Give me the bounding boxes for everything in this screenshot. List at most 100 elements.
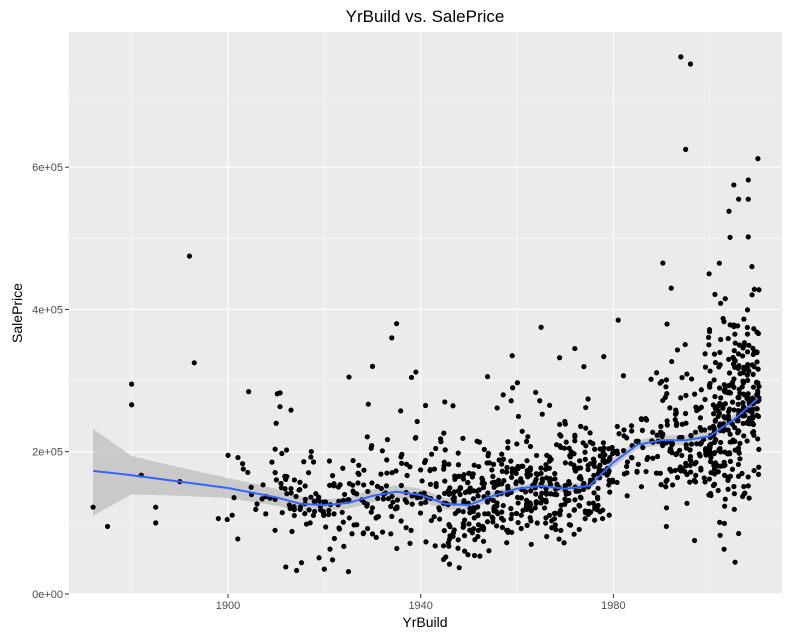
data-point bbox=[422, 402, 429, 409]
data-point bbox=[543, 499, 549, 505]
chart-title: YrBuild vs. SalePrice bbox=[346, 7, 505, 26]
data-point bbox=[546, 402, 553, 408]
data-point bbox=[394, 545, 400, 552]
data-point bbox=[380, 496, 387, 502]
data-point bbox=[707, 452, 713, 458]
data-point bbox=[455, 545, 461, 551]
data-point bbox=[293, 567, 300, 574]
data-point bbox=[394, 497, 401, 503]
data-point bbox=[316, 555, 322, 561]
data-point bbox=[263, 511, 269, 517]
data-point bbox=[725, 477, 731, 484]
data-point bbox=[754, 406, 760, 412]
data-point bbox=[437, 516, 443, 522]
data-point bbox=[726, 208, 732, 214]
data-point bbox=[607, 489, 613, 495]
data-point bbox=[524, 522, 530, 528]
data-point bbox=[682, 410, 689, 417]
data-point bbox=[527, 515, 533, 521]
data-point bbox=[691, 537, 698, 544]
data-point bbox=[552, 471, 558, 477]
data-point bbox=[404, 499, 410, 505]
data-point bbox=[668, 285, 674, 291]
data-point bbox=[609, 444, 615, 451]
y-axis-title: SalePrice bbox=[9, 283, 25, 343]
data-point bbox=[129, 381, 135, 387]
data-point bbox=[591, 459, 597, 465]
data-point bbox=[471, 526, 477, 532]
data-point bbox=[389, 493, 395, 500]
data-point bbox=[643, 468, 649, 475]
data-point bbox=[475, 493, 481, 499]
data-point bbox=[547, 478, 553, 485]
data-point bbox=[578, 423, 584, 429]
data-point bbox=[349, 531, 355, 537]
data-point bbox=[587, 461, 593, 467]
data-point bbox=[329, 557, 336, 563]
data-point bbox=[272, 527, 278, 533]
data-point bbox=[730, 437, 736, 443]
data-point bbox=[409, 501, 415, 507]
data-point bbox=[484, 374, 491, 380]
data-point bbox=[532, 505, 538, 511]
data-point bbox=[717, 532, 723, 538]
data-point bbox=[600, 507, 606, 513]
data-point bbox=[533, 476, 539, 482]
data-point bbox=[104, 523, 111, 530]
data-point bbox=[499, 468, 505, 474]
data-point bbox=[443, 554, 449, 560]
data-point bbox=[393, 321, 400, 327]
data-point bbox=[422, 459, 428, 466]
data-point bbox=[595, 502, 601, 509]
data-point bbox=[741, 433, 747, 439]
data-point bbox=[558, 527, 564, 534]
data-point bbox=[676, 435, 683, 441]
data-point bbox=[726, 450, 732, 456]
data-point bbox=[730, 361, 737, 367]
minor-gridlines bbox=[69, 32, 782, 594]
data-point bbox=[302, 511, 308, 517]
data-point bbox=[692, 429, 699, 435]
data-point bbox=[715, 463, 721, 469]
data-point bbox=[718, 439, 724, 446]
data-point bbox=[356, 462, 362, 468]
data-point bbox=[572, 432, 578, 438]
data-point bbox=[365, 488, 371, 495]
data-point bbox=[456, 473, 462, 479]
data-point bbox=[706, 476, 712, 482]
data-point bbox=[476, 463, 482, 470]
data-point bbox=[431, 514, 437, 520]
data-point bbox=[706, 382, 713, 388]
data-point bbox=[288, 490, 294, 496]
data-point bbox=[754, 349, 760, 355]
data-point bbox=[572, 497, 578, 503]
data-point bbox=[678, 54, 684, 60]
data-point bbox=[375, 495, 381, 502]
data-point bbox=[725, 335, 731, 342]
data-point bbox=[725, 427, 731, 433]
data-point bbox=[755, 366, 761, 372]
data-point bbox=[455, 537, 461, 543]
data-point bbox=[350, 488, 356, 494]
data-point bbox=[369, 531, 376, 537]
data-point bbox=[440, 543, 447, 549]
data-point bbox=[441, 527, 447, 534]
data-point bbox=[756, 383, 762, 390]
data-point bbox=[706, 271, 712, 277]
data-point bbox=[562, 460, 569, 466]
data-point bbox=[433, 445, 439, 452]
data-point bbox=[725, 409, 732, 415]
data-point bbox=[717, 519, 723, 525]
data-point bbox=[750, 430, 756, 436]
data-point bbox=[538, 470, 544, 476]
data-point bbox=[384, 457, 390, 463]
data-point bbox=[480, 538, 487, 544]
data-point bbox=[571, 507, 577, 513]
data-point bbox=[499, 481, 505, 487]
data-point bbox=[735, 430, 741, 436]
data-point bbox=[477, 553, 483, 559]
data-point bbox=[489, 467, 495, 473]
data-point bbox=[702, 364, 709, 370]
data-point bbox=[417, 467, 424, 473]
data-point bbox=[712, 418, 718, 424]
